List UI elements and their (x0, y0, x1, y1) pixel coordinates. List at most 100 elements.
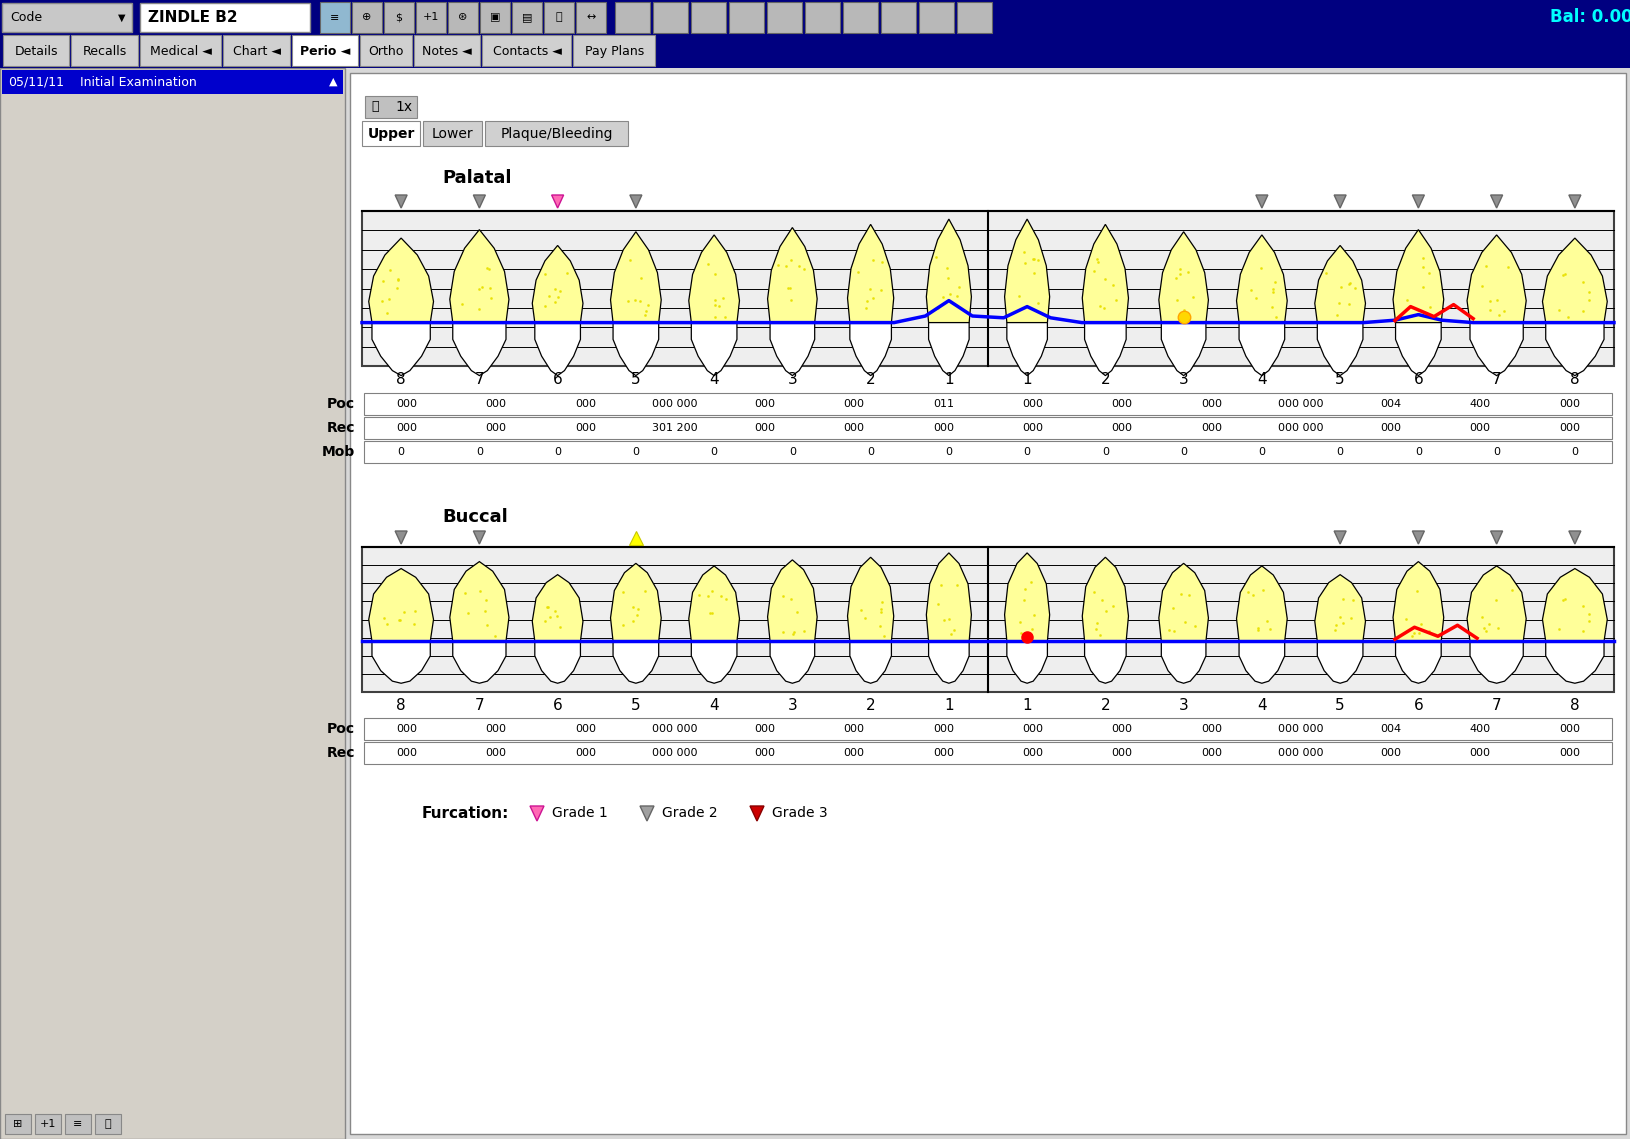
Text: 6: 6 (1413, 698, 1423, 713)
Text: 400: 400 (1469, 724, 1490, 734)
Bar (652, 2, 688, 33)
Text: 0: 0 (554, 446, 561, 457)
Text: 000: 000 (396, 399, 417, 409)
Polygon shape (1317, 322, 1363, 376)
Text: 000: 000 (1022, 423, 1043, 433)
Text: 6: 6 (553, 372, 562, 387)
Text: 000: 000 (1469, 423, 1490, 433)
Polygon shape (1006, 322, 1046, 376)
Text: 2: 2 (866, 698, 875, 713)
Polygon shape (769, 641, 815, 683)
Bar (0, 68, 346, 1139)
Text: Pay Plans: Pay Plans (584, 46, 644, 58)
Text: Rec: Rec (326, 746, 355, 760)
Text: 5: 5 (1335, 698, 1345, 713)
Text: 301 200: 301 200 (652, 423, 698, 433)
Bar (691, 2, 725, 33)
Text: 000 000: 000 000 (652, 748, 698, 757)
Polygon shape (530, 806, 544, 821)
Polygon shape (848, 557, 893, 641)
Text: Initial Examination: Initial Examination (80, 75, 197, 89)
Polygon shape (368, 238, 434, 322)
Text: Grade 2: Grade 2 (662, 806, 717, 820)
Text: ⊕: ⊕ (362, 13, 372, 23)
Polygon shape (1159, 231, 1208, 322)
Text: 004: 004 (1379, 724, 1400, 734)
Text: 004: 004 (1379, 399, 1400, 409)
Text: 000: 000 (1379, 748, 1400, 757)
Bar (363, 718, 1610, 740)
Text: 000: 000 (1022, 724, 1043, 734)
Text: 400: 400 (1469, 399, 1490, 409)
Text: Chart ◄: Chart ◄ (233, 46, 280, 58)
Text: 5: 5 (631, 698, 641, 713)
Polygon shape (1395, 641, 1441, 683)
Text: 000: 000 (1112, 399, 1131, 409)
Text: $: $ (394, 13, 403, 23)
Text: 6: 6 (553, 698, 562, 713)
Text: 1: 1 (944, 372, 954, 387)
Text: 3: 3 (787, 372, 797, 387)
Text: 4: 4 (709, 698, 719, 713)
Bar (362, 121, 421, 146)
Bar (3, 35, 70, 66)
Text: 000: 000 (575, 423, 595, 433)
Polygon shape (1236, 235, 1286, 322)
Polygon shape (450, 562, 509, 641)
Polygon shape (691, 641, 737, 683)
Text: 000: 000 (932, 748, 954, 757)
Text: 000: 000 (1558, 399, 1579, 409)
Text: 000: 000 (396, 748, 417, 757)
Polygon shape (927, 322, 968, 376)
Text: Code: Code (10, 11, 42, 24)
Polygon shape (453, 641, 505, 683)
Polygon shape (1542, 238, 1606, 322)
Text: 5: 5 (631, 372, 641, 387)
Text: 000: 000 (1200, 748, 1221, 757)
Text: ⊞: ⊞ (13, 1118, 23, 1129)
Text: Poc: Poc (326, 398, 355, 411)
Polygon shape (1159, 564, 1208, 641)
Text: 8: 8 (396, 372, 406, 387)
Polygon shape (1333, 195, 1345, 208)
Polygon shape (1542, 568, 1606, 641)
Text: ↔: ↔ (585, 13, 595, 23)
Polygon shape (1006, 641, 1046, 683)
Polygon shape (531, 575, 582, 641)
Bar (0, 35, 1630, 68)
Bar (414, 35, 481, 66)
Text: 0: 0 (1102, 446, 1108, 457)
Text: 4: 4 (1257, 372, 1267, 387)
Text: 5: 5 (1335, 372, 1345, 387)
Text: 0: 0 (1491, 446, 1500, 457)
Polygon shape (1161, 322, 1205, 376)
Text: Palatal: Palatal (442, 169, 512, 187)
Text: 8: 8 (1570, 372, 1579, 387)
Text: 000 000: 000 000 (1278, 423, 1324, 433)
Bar (362, 211, 1614, 366)
Text: 0: 0 (1024, 446, 1030, 457)
Bar (363, 441, 1610, 462)
Text: 000: 000 (753, 423, 774, 433)
Text: ▤: ▤ (522, 13, 531, 23)
Polygon shape (535, 641, 580, 683)
Polygon shape (849, 322, 892, 376)
Bar (575, 2, 606, 33)
Text: 0: 0 (1413, 446, 1421, 457)
Text: Mob: Mob (321, 445, 355, 459)
Text: Buccal: Buccal (442, 508, 507, 526)
Polygon shape (1490, 195, 1501, 208)
Bar (512, 2, 541, 33)
Bar (5, 1114, 31, 1134)
Text: 4: 4 (709, 372, 719, 387)
Polygon shape (1084, 322, 1125, 376)
Text: Lower: Lower (432, 128, 473, 141)
Text: 8: 8 (396, 698, 406, 713)
Polygon shape (473, 531, 486, 544)
Text: 000: 000 (1469, 748, 1490, 757)
Bar (805, 2, 839, 33)
Bar (140, 35, 222, 66)
Text: Perio ◄: Perio ◄ (300, 46, 350, 58)
Bar (0, 0, 1630, 35)
Bar (484, 121, 628, 146)
